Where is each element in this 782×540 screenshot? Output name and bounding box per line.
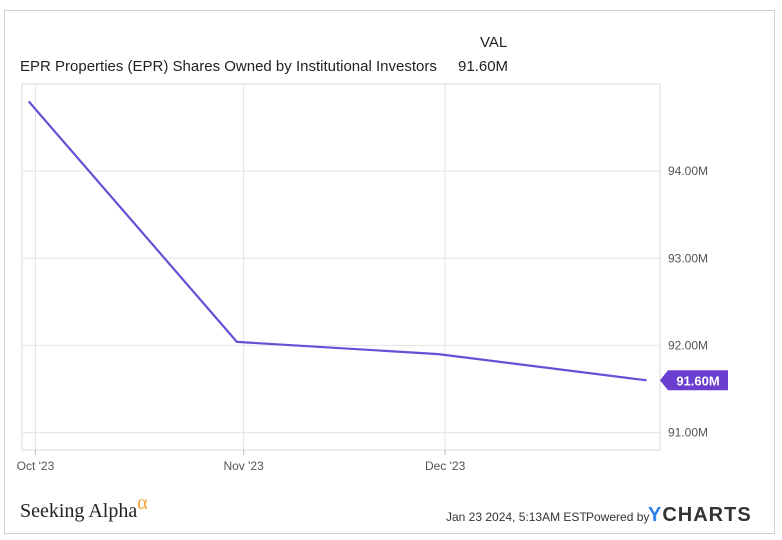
label-layer: 91.60M — [660, 370, 728, 391]
series-line — [27, 100, 647, 382]
ycharts-y: Y — [648, 504, 663, 526]
legend-series-name: EPR Properties (EPR) Shares Owned by Ins… — [20, 58, 437, 75]
ycharts-text: CHARTS — [662, 504, 752, 526]
plot-border — [21, 83, 661, 451]
y-tick-label: 93.00M — [668, 251, 708, 265]
series-layer — [27, 100, 647, 382]
x-tick-label: Oct '23 — [17, 459, 55, 473]
seeking-alpha-logo: Seeking Alphaα — [20, 492, 148, 523]
brand-name: Seeking Alpha — [20, 500, 138, 522]
y-tick-label: 92.00M — [668, 338, 708, 352]
y-tick-label: 91.00M — [668, 426, 708, 440]
legend-header: VAL — [480, 34, 508, 51]
end-value-label: 91.60M — [676, 373, 719, 388]
grid-layer — [21, 83, 661, 451]
footer-powered-by: Powered by — [586, 510, 650, 524]
chart-frame — [4, 10, 775, 534]
legend-series-value: 91.60M — [458, 58, 509, 75]
axis-layer: 91.00M 92.00M 93.00M 94.00M Oct '23 Nov '23 De… — [17, 164, 708, 473]
y-tick-label: 94.00M — [668, 164, 708, 178]
alpha-icon: α — [137, 492, 148, 514]
x-tick-label: Dec '23 — [425, 459, 466, 473]
ycharts-logo: YCHARTS — [648, 504, 752, 527]
x-tick-label: Nov '23 — [223, 459, 264, 473]
footer-timestamp: Jan 23 2024, 5:13AM EST. — [446, 510, 589, 524]
end-value-badge — [660, 370, 728, 391]
